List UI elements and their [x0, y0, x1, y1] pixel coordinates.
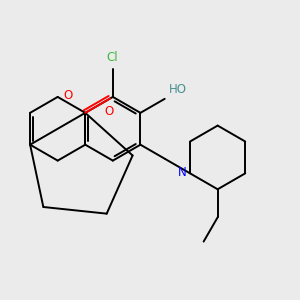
Text: HO: HO: [169, 83, 187, 96]
Text: O: O: [104, 105, 114, 119]
Text: O: O: [63, 89, 72, 102]
Text: Cl: Cl: [106, 51, 118, 64]
Text: N: N: [178, 166, 186, 179]
